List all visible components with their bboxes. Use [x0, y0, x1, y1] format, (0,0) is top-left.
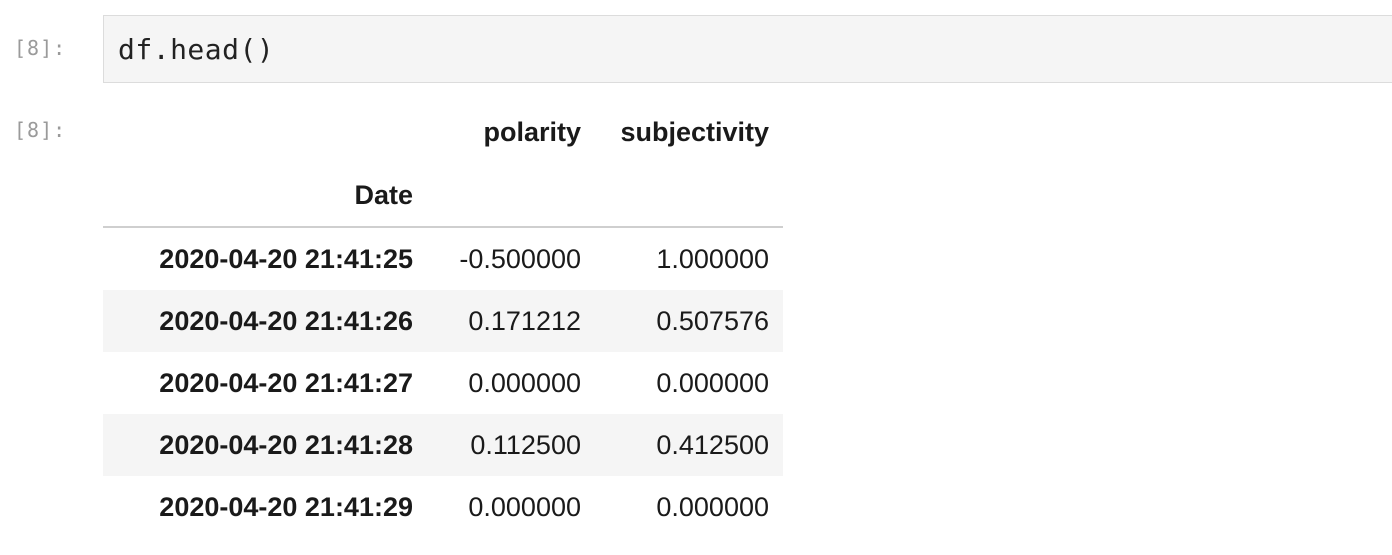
blank-header [427, 164, 595, 227]
cell-polarity: -0.500000 [459, 243, 581, 274]
table-row: 2020-04-20 21:41:27 0.000000 0.000000 [103, 352, 783, 414]
cell-output: polarity subjectivity Date 2020-04-20 21… [103, 100, 803, 538]
cell-subjectivity: 0.000000 [656, 367, 769, 398]
cell-subjectivity: 0.507576 [656, 305, 769, 336]
row-index: 2020-04-20 21:41:29 [159, 491, 413, 522]
cell-polarity: 0.000000 [468, 491, 581, 522]
cell-polarity: 0.000000 [468, 367, 581, 398]
blank-header [103, 100, 427, 164]
table-row: 2020-04-20 21:41:28 0.112500 0.412500 [103, 414, 783, 476]
table-row: 2020-04-20 21:41:26 0.171212 0.507576 [103, 290, 783, 352]
column-header-polarity: polarity [483, 116, 581, 147]
output-prompt: [8]: [14, 118, 67, 142]
code-text[interactable]: df.head() [118, 33, 275, 66]
index-name-row: Date [103, 164, 783, 227]
cell-subjectivity: 0.412500 [656, 429, 769, 460]
cell-polarity: 0.112500 [470, 429, 581, 460]
cell-polarity: 0.171212 [468, 305, 581, 336]
table-row: 2020-04-20 21:41:29 0.000000 0.000000 [103, 476, 783, 538]
row-index: 2020-04-20 21:41:27 [159, 367, 413, 398]
cell-subjectivity: 1.000000 [656, 243, 769, 274]
column-header-subjectivity: subjectivity [620, 116, 769, 147]
blank-header [595, 164, 783, 227]
row-index: 2020-04-20 21:41:28 [159, 429, 413, 460]
column-header-row: polarity subjectivity [103, 100, 783, 164]
dataframe-table: polarity subjectivity Date 2020-04-20 21… [103, 100, 783, 538]
index-name-header: Date [354, 179, 413, 210]
table-row: 2020-04-20 21:41:25 -0.500000 1.000000 [103, 227, 783, 290]
input-prompt: [8]: [14, 36, 67, 60]
row-index: 2020-04-20 21:41:26 [159, 305, 413, 336]
row-index: 2020-04-20 21:41:25 [159, 243, 413, 274]
code-cell-input[interactable]: df.head() [103, 15, 1392, 83]
cell-subjectivity: 0.000000 [656, 491, 769, 522]
